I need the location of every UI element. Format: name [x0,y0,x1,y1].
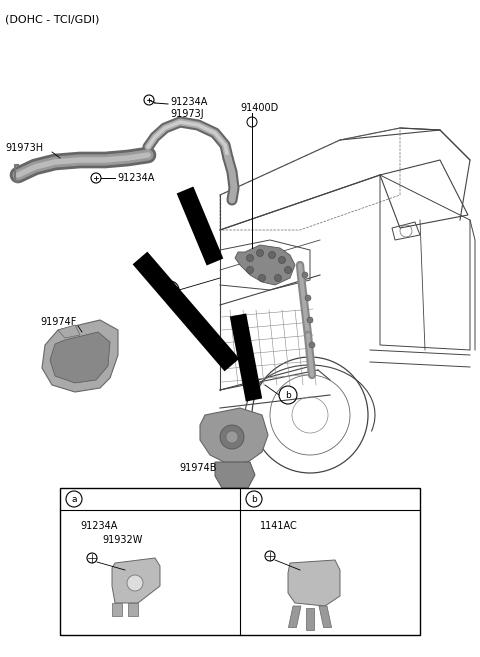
Polygon shape [112,558,160,603]
Text: 91234A: 91234A [80,521,118,531]
Circle shape [307,317,313,323]
Circle shape [127,575,143,591]
Polygon shape [42,320,118,392]
Circle shape [278,256,286,263]
Text: 91973J: 91973J [170,109,204,119]
Text: a: a [167,286,173,294]
Polygon shape [319,606,332,627]
Bar [60,488,420,635]
Text: 91973H: 91973H [5,143,43,153]
Text: b: b [285,390,291,399]
Polygon shape [128,603,138,616]
Polygon shape [58,325,80,338]
Circle shape [305,295,311,301]
Polygon shape [306,608,314,630]
Polygon shape [200,408,268,464]
Text: 91932W: 91932W [102,535,143,545]
Polygon shape [112,603,122,616]
Text: a: a [71,495,77,503]
Polygon shape [288,606,301,627]
Circle shape [226,431,238,443]
Text: 91234A: 91234A [170,97,207,107]
Text: b: b [251,495,257,503]
Circle shape [309,342,315,348]
Polygon shape [215,462,255,488]
Text: 1141AC: 1141AC [260,521,298,531]
Circle shape [275,275,281,281]
Circle shape [256,250,264,256]
Polygon shape [235,245,295,285]
Circle shape [285,267,291,273]
Text: 91234A: 91234A [117,173,155,183]
Circle shape [247,254,253,261]
Text: 91400D: 91400D [240,103,278,113]
Circle shape [259,275,265,281]
Polygon shape [50,332,110,383]
Circle shape [220,425,244,449]
Text: 91974B: 91974B [179,463,217,473]
Circle shape [302,272,308,278]
Text: (DOHC - TCI/GDI): (DOHC - TCI/GDI) [5,15,99,25]
Circle shape [247,267,253,273]
Polygon shape [288,560,340,606]
Circle shape [268,252,276,258]
Text: 91974F: 91974F [40,317,76,327]
